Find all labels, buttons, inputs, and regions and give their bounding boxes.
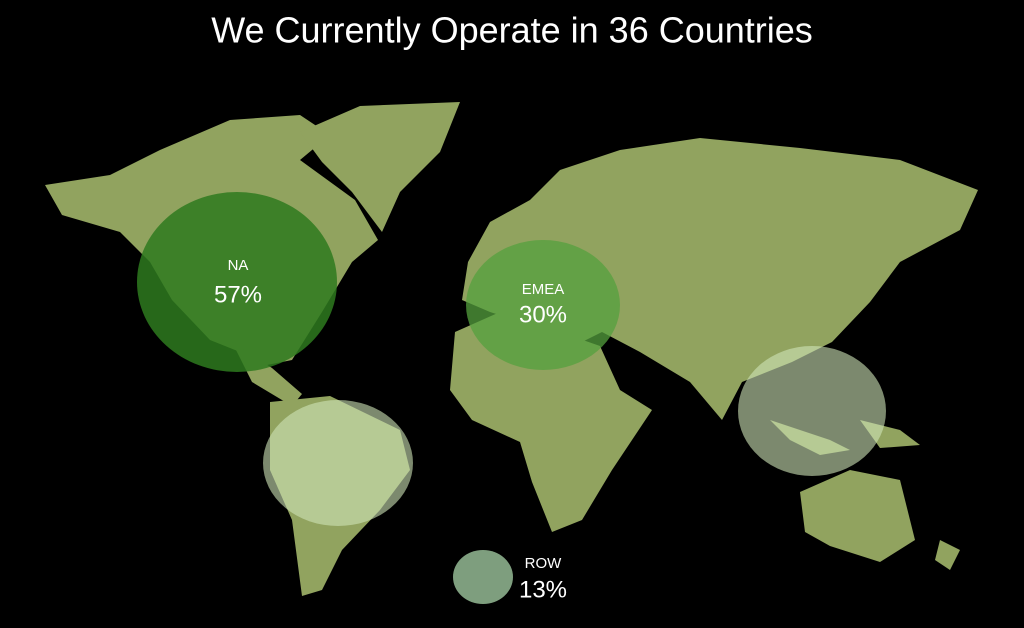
- title: We Currently Operate in 36 Countries: [211, 10, 813, 51]
- eurasia: [462, 138, 978, 420]
- row-bubble: [453, 550, 513, 604]
- region-share: 30%: [519, 301, 567, 328]
- region-name: EMEA: [522, 281, 565, 298]
- south-america-bubble: [263, 400, 413, 526]
- region-share: 13%: [519, 576, 567, 603]
- australia: [800, 470, 915, 562]
- region-bubbles: [137, 192, 886, 604]
- region-name: ROW: [525, 555, 563, 572]
- na-bubble: [137, 192, 337, 372]
- region-name: NA: [228, 257, 249, 274]
- africa: [450, 312, 652, 532]
- asia-bubble: [738, 346, 886, 476]
- greenland: [300, 102, 460, 232]
- emea-bubble: [466, 240, 620, 370]
- region-share: 57%: [214, 281, 262, 308]
